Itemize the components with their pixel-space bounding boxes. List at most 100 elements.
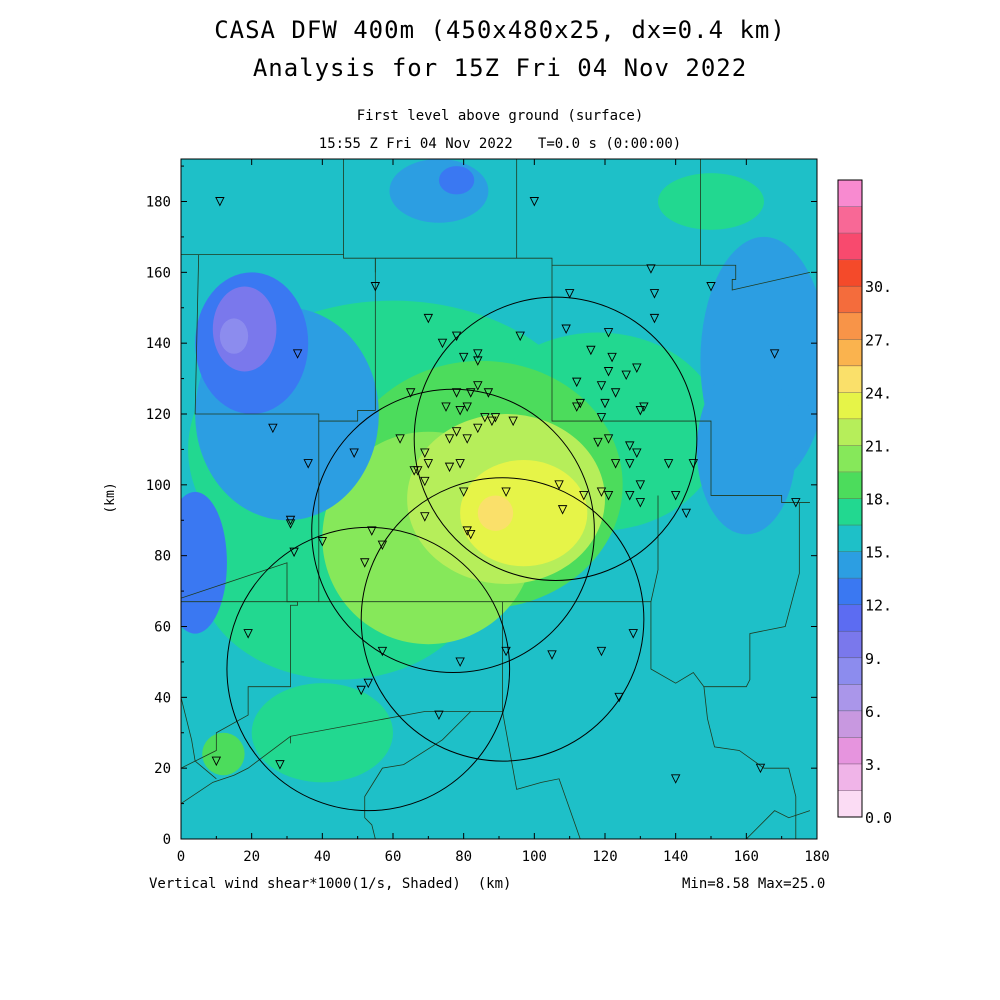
x-tick-label: 140 bbox=[663, 849, 688, 865]
station-marker bbox=[596, 646, 607, 657]
station-marker bbox=[625, 459, 635, 469]
x-tick-label: 160 bbox=[734, 849, 759, 865]
station-marker bbox=[215, 197, 225, 207]
county-line-0 bbox=[181, 159, 344, 256]
colorbar: 0.0 3. 6. 9. 12. 15. 18. 21. 24. 27. 30. bbox=[837, 179, 892, 827]
county-line-12 bbox=[703, 686, 797, 839]
station-marker bbox=[473, 349, 483, 359]
station-marker bbox=[377, 646, 388, 657]
station-marker bbox=[370, 282, 381, 292]
station-marker bbox=[670, 491, 681, 501]
station-marker bbox=[487, 416, 497, 427]
station-marker bbox=[444, 434, 455, 444]
colorbar-swatch bbox=[838, 286, 862, 314]
station-marker bbox=[603, 434, 614, 444]
y-tick-label: 180 bbox=[146, 195, 171, 211]
x-tick-label: 120 bbox=[592, 849, 617, 865]
colorbar-swatch bbox=[838, 471, 862, 499]
colorbar-swatch bbox=[838, 631, 862, 659]
station-marker bbox=[769, 349, 780, 359]
colorbar-label: 30. bbox=[865, 278, 892, 296]
station-marker bbox=[455, 657, 465, 667]
station-marker bbox=[413, 466, 423, 476]
station-marker bbox=[455, 406, 465, 416]
station-marker bbox=[646, 264, 656, 274]
y-tick-label: 40 bbox=[154, 690, 171, 706]
station-marker bbox=[480, 413, 490, 423]
station-marker bbox=[451, 388, 462, 398]
field-contour-8 bbox=[477, 495, 514, 531]
station-marker bbox=[603, 367, 614, 377]
station-marker bbox=[596, 381, 607, 391]
station-marker bbox=[600, 398, 610, 409]
colorbar-label: 12. bbox=[865, 597, 892, 615]
station-marker bbox=[451, 331, 462, 342]
station-marker bbox=[610, 388, 621, 398]
colorbar-swatch bbox=[838, 604, 862, 632]
colorbar-swatch bbox=[838, 180, 862, 208]
x-tick-label: 20 bbox=[243, 849, 260, 865]
county-line-15 bbox=[502, 711, 581, 839]
station-marker bbox=[529, 197, 540, 207]
station-marker bbox=[423, 459, 434, 469]
county-line-17 bbox=[181, 697, 217, 780]
station-marker bbox=[317, 537, 328, 547]
field-contour-17 bbox=[658, 173, 764, 230]
station-marker bbox=[451, 427, 462, 437]
colorbar-swatch bbox=[838, 657, 862, 685]
station-marker bbox=[360, 558, 370, 568]
x-tick-label: 180 bbox=[804, 849, 829, 865]
station-marker bbox=[635, 406, 646, 416]
station-marker bbox=[462, 434, 472, 444]
colorbar-frame bbox=[837, 179, 863, 818]
station-marker bbox=[635, 480, 646, 490]
station-marker bbox=[621, 370, 631, 381]
colorbar-swatch bbox=[838, 684, 862, 712]
radar-ring-3 bbox=[360, 477, 645, 762]
colorbar-label: 6. bbox=[865, 703, 883, 721]
colorbar-label: 18. bbox=[865, 491, 892, 509]
field-contour-18 bbox=[696, 364, 796, 535]
station-markers bbox=[211, 197, 801, 784]
station-marker bbox=[639, 402, 649, 412]
station-marker bbox=[268, 423, 278, 434]
station-marker bbox=[420, 448, 430, 458]
y-axis: 0 20 40 60 80 100 120 140 160 180 bbox=[146, 165, 817, 848]
county-line-16 bbox=[746, 810, 811, 839]
colorbar-label: 0.0 bbox=[865, 809, 892, 827]
y-tick-label: 20 bbox=[154, 761, 171, 777]
y-tick-label: 80 bbox=[154, 549, 171, 565]
station-marker bbox=[292, 349, 303, 359]
colorbar-label: 27. bbox=[865, 331, 892, 349]
station-marker bbox=[681, 508, 691, 519]
station-marker bbox=[466, 388, 476, 398]
colorbar-swatch bbox=[838, 551, 862, 579]
station-marker bbox=[303, 459, 313, 469]
station-marker bbox=[462, 526, 472, 536]
station-marker bbox=[356, 685, 366, 696]
colorbar-swatch bbox=[838, 790, 862, 818]
station-marker bbox=[275, 760, 285, 770]
colorbar-swatch bbox=[838, 763, 862, 791]
x-tick-label: 0 bbox=[177, 849, 185, 865]
shear-field bbox=[181, 159, 817, 839]
colorbar-label: 9. bbox=[865, 650, 883, 668]
colorbar-label: 3. bbox=[865, 756, 883, 774]
station-marker bbox=[607, 352, 617, 363]
station-marker bbox=[483, 388, 494, 398]
colorbar-swatch bbox=[838, 445, 862, 473]
subtitle-time: 15:55 Z Fri 04 Nov 2022 T=0.0 s (0:00:00… bbox=[318, 136, 682, 152]
field-contour-15 bbox=[389, 159, 489, 223]
subtitle-level: First level above ground (surface) bbox=[356, 108, 644, 124]
x-axis: 0 20 40 60 80 100 120 140 160 180 bbox=[177, 159, 830, 865]
x-tick-label: 60 bbox=[385, 849, 402, 865]
station-marker bbox=[437, 338, 448, 349]
y-tick-label: 160 bbox=[146, 265, 171, 281]
station-marker bbox=[625, 491, 635, 501]
county-line-8 bbox=[181, 601, 299, 769]
colorbar-swatch bbox=[838, 578, 862, 606]
station-marker bbox=[420, 476, 430, 487]
station-marker bbox=[579, 491, 589, 501]
station-marker bbox=[632, 448, 642, 458]
station-marker bbox=[395, 434, 405, 444]
